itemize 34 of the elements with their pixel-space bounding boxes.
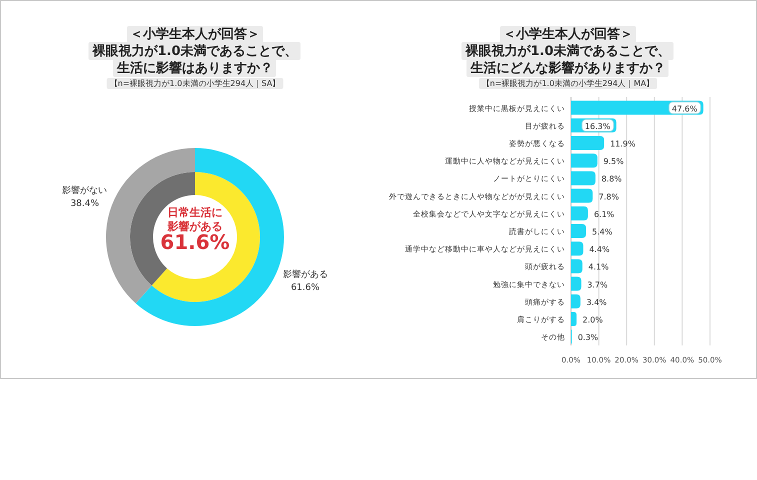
data-label: 6.1% (594, 210, 615, 219)
data-label: 7.8% (598, 192, 620, 202)
bar (571, 312, 577, 326)
chart-subtitle: 【n=裸眼視力が1.0未満の小学生294人｜MA】 (482, 79, 654, 88)
data-label: 16.3% (584, 122, 611, 131)
text: 38.4% (70, 198, 100, 209)
bar (571, 259, 582, 274)
bar (571, 188, 593, 203)
data-label: 2.0% (582, 316, 604, 324)
bar (571, 154, 598, 168)
bar (571, 171, 596, 186)
bar (571, 136, 604, 150)
data-label: 0.3% (578, 333, 599, 342)
slice-label: 影響がある (282, 269, 328, 280)
data-label: 3.4% (586, 298, 608, 307)
bar (571, 294, 580, 308)
bar (571, 276, 582, 291)
slice-label: 影響がない (62, 184, 108, 196)
data-label: 11.9% (610, 140, 636, 148)
data-label: 3.7% (587, 280, 608, 290)
data-label: 4.1% (588, 262, 610, 272)
data-label: 5.4% (592, 228, 613, 236)
data-label: 9.5% (603, 157, 624, 166)
text: 61.6% (290, 283, 320, 294)
bar (571, 206, 588, 220)
data-label: 47.6% (672, 104, 698, 114)
text: 日常生活に影響がある (166, 206, 222, 233)
data-label: 8.8% (601, 174, 622, 184)
chart-subtitle: 【n=裸眼視力が1.0未満の小学生294人｜SA】 (110, 79, 280, 88)
data-label: 4.4% (589, 245, 610, 254)
chart-title: ＜小学生本人が回答＞裸眼視力が1.0未満であることで、生活にどんな影響がありますか？ (464, 27, 671, 76)
chart-title: ＜小学生本人が回答＞裸眼視力が1.0未満であることで、生活に影響はありますか？ (91, 27, 298, 76)
bar (571, 224, 586, 238)
bar (571, 242, 584, 256)
